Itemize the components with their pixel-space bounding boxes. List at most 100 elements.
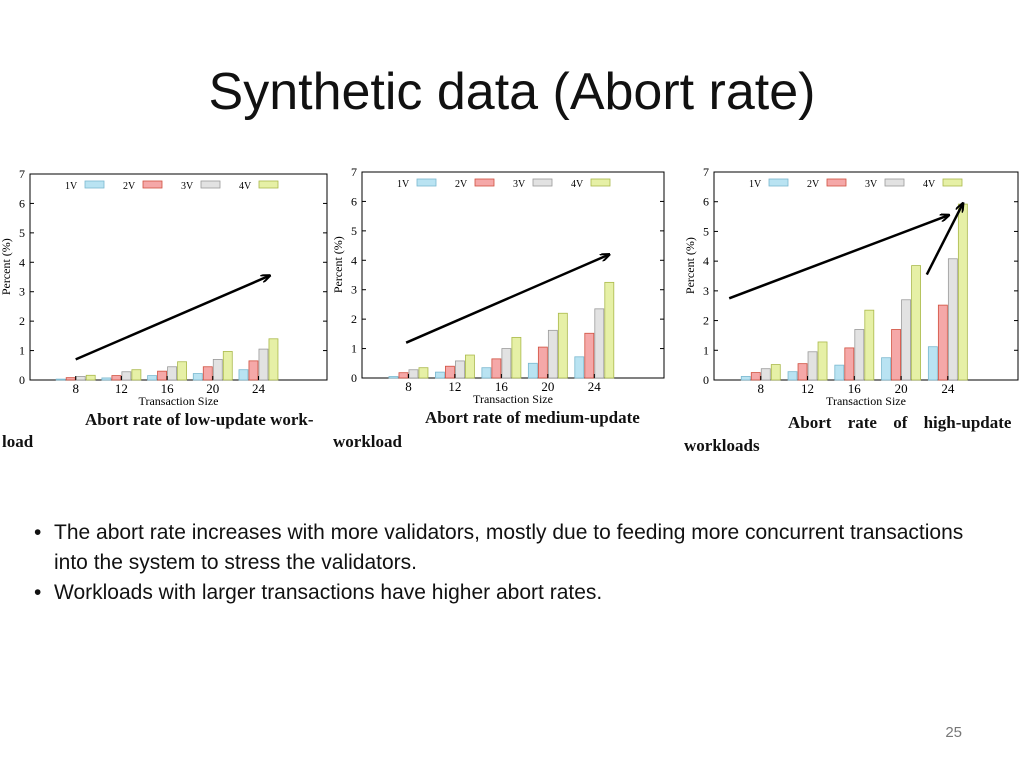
bar-3V	[455, 360, 465, 379]
bar-2V	[750, 372, 761, 381]
x-tick-label: 8	[72, 381, 79, 396]
x-tick-label: 24	[252, 381, 266, 396]
x-tick-label: 16	[495, 379, 509, 394]
y-tick-label: 3	[351, 283, 357, 297]
bar-3V	[547, 329, 558, 379]
bar-2V	[844, 347, 855, 381]
bar-4V	[131, 369, 142, 381]
bar-4V	[911, 265, 921, 381]
legend-label: 2V	[123, 181, 136, 192]
y-tick-label: 1	[351, 342, 357, 356]
x-tick-label: 12	[115, 381, 128, 396]
bar-1V	[834, 364, 845, 381]
x-tick-label: 8	[405, 379, 412, 394]
legend-label: 3V	[513, 179, 526, 190]
y-tick-label: 7	[351, 165, 357, 179]
legend-swatch-3V	[884, 178, 905, 187]
y-tick-label: 0	[351, 371, 357, 385]
x-tick-label: 12	[448, 379, 461, 394]
bar-3V	[75, 376, 86, 381]
bar-3V	[167, 366, 177, 381]
bar-2V	[248, 360, 259, 381]
x-tick-label: 8	[758, 381, 765, 396]
x-axis-label: Transaction Size	[139, 394, 219, 408]
bar-1V	[927, 346, 938, 381]
legend-label: 3V	[865, 179, 878, 190]
bar-4V	[465, 354, 475, 379]
x-tick-label: 12	[801, 381, 814, 396]
chart-caption-line1: Abort rate of low-update work-	[85, 410, 314, 429]
bar-1V	[881, 357, 891, 381]
chart-low-update: 0 1 2 3 4 5 6 7 Percent (%) 8 12 16 20 24 Transaction …	[0, 162, 335, 410]
bar-2V	[537, 346, 548, 379]
bar-2V	[111, 375, 122, 381]
bar-2V	[157, 370, 167, 381]
x-tick-label: 20	[541, 379, 554, 394]
y-tick-label: 3	[703, 284, 709, 298]
trend-arrow	[405, 254, 609, 344]
bar-4V	[557, 312, 568, 379]
legend-label: 1V	[749, 179, 762, 190]
bullet-item: • The abort rate increases with more val…	[32, 518, 992, 578]
y-tick-label: 5	[351, 224, 357, 238]
bar-3V	[760, 368, 771, 381]
y-tick-label: 1	[19, 344, 25, 358]
legend-label: 4V	[571, 179, 584, 190]
bullet-text: Workloads with larger transactions have …	[54, 581, 603, 604]
bar-3V	[854, 329, 865, 381]
bar-2V	[202, 366, 213, 381]
y-tick-label: 4	[351, 253, 357, 267]
bar-4V	[85, 374, 96, 381]
y-tick-label: 2	[703, 314, 709, 328]
bar-3V	[947, 258, 958, 381]
legend-label: 1V	[65, 181, 78, 192]
legend-label: 1V	[397, 179, 410, 190]
chart-caption-line1: Abort rate of high-update	[788, 413, 1012, 432]
legend-swatch-4V	[942, 178, 963, 187]
y-tick-label: 4	[703, 254, 709, 268]
y-tick-label: 6	[351, 194, 357, 208]
legend-label: 2V	[455, 179, 468, 190]
bar-3V	[258, 348, 269, 381]
trend-arrow	[75, 276, 270, 361]
bar-3V	[408, 369, 419, 379]
legend-swatch-4V	[590, 178, 611, 187]
bar-1V	[481, 367, 492, 379]
bar-2V	[584, 332, 595, 379]
bar-4V	[864, 309, 875, 381]
bar-4V	[418, 367, 429, 379]
y-tick-label: 3	[19, 285, 25, 299]
bar-1V	[192, 373, 203, 381]
y-tick-label: 6	[703, 195, 709, 209]
page-number: 25	[945, 724, 962, 741]
y-axis-label: Percent (%)	[331, 236, 345, 293]
bar-3V	[212, 358, 223, 381]
plot-frame	[29, 173, 328, 381]
x-tick-label: 24	[588, 379, 602, 394]
bar-4V	[770, 364, 781, 381]
y-tick-label: 0	[703, 373, 709, 387]
bar-3V	[901, 299, 911, 381]
bullet-item: • Workloads with larger transactions hav…	[32, 578, 992, 608]
bar-4V	[604, 281, 615, 379]
y-tick-label: 2	[351, 312, 357, 326]
bar-3V	[121, 371, 132, 381]
bar-2V	[398, 372, 409, 379]
bar-4V	[957, 203, 968, 381]
chart-caption-line1: Abort rate of medium-update	[425, 408, 640, 427]
bar-2V	[65, 377, 76, 381]
chart-high-update: 0 1 2 3 4 5 6 7 Percent (%) 8 12 16 20 24 Transaction …	[680, 162, 1024, 412]
legend-label: 4V	[923, 179, 936, 190]
y-tick-label: 5	[19, 226, 25, 240]
bullet-marker: •	[34, 521, 42, 544]
bar-3V	[594, 308, 605, 379]
bar-2V	[797, 363, 808, 381]
chart-caption-line2: workload	[333, 432, 402, 451]
y-tick-label: 7	[703, 165, 709, 179]
bar-1V	[147, 375, 157, 381]
bar-2V	[445, 365, 455, 379]
legend-swatch-1V	[84, 180, 105, 189]
